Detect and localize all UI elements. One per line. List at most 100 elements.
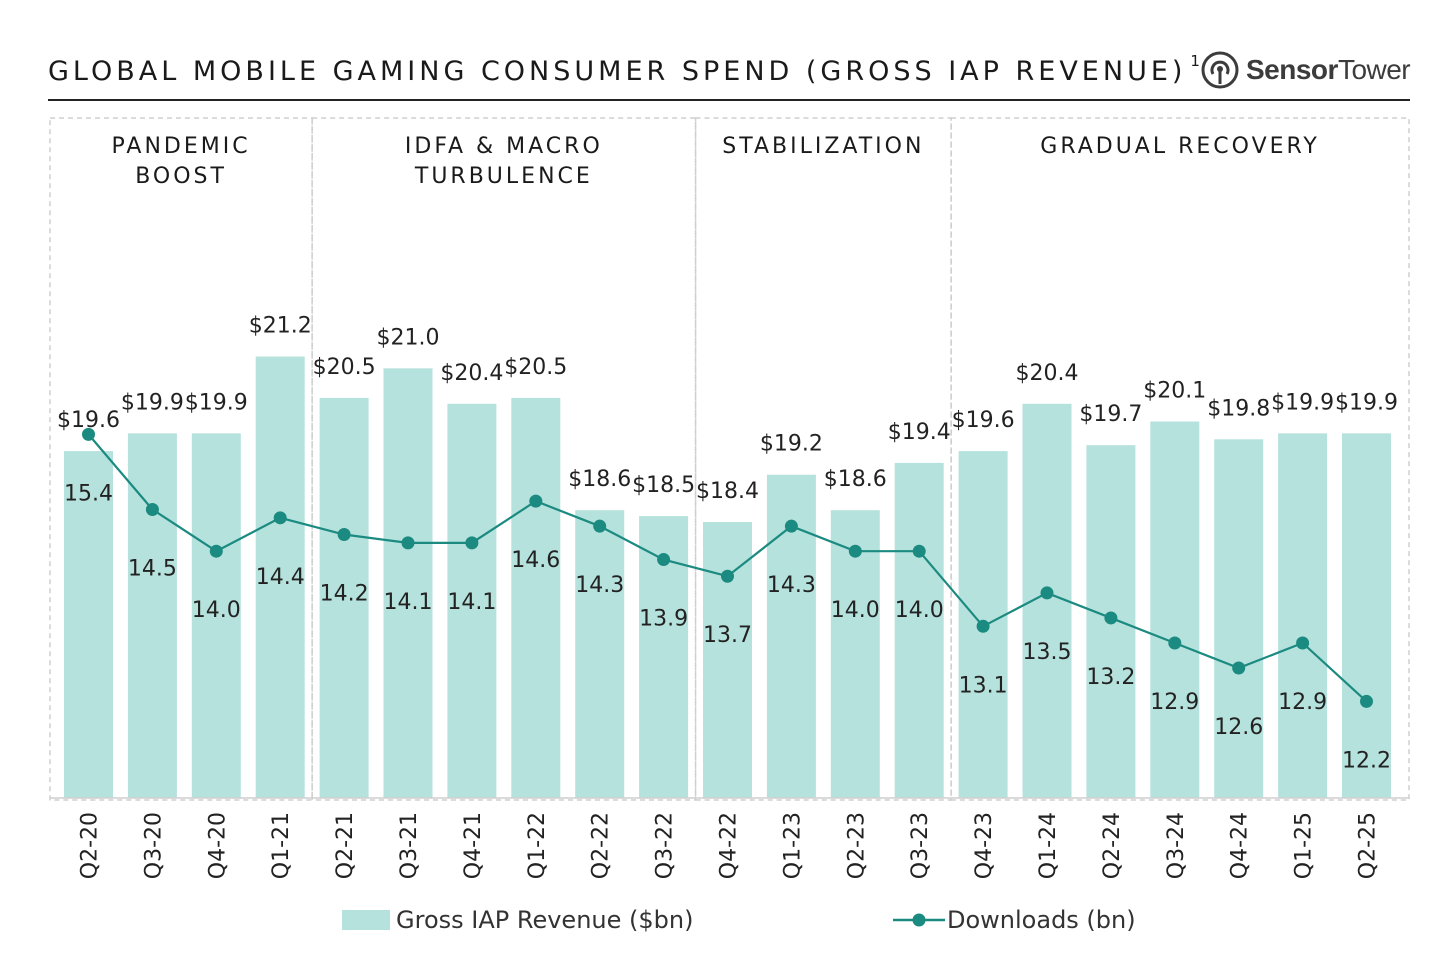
legend-item-downloads: Downloads (bn) [893,902,1136,938]
brand-name: SensorTower [1246,54,1411,86]
downloads-label: 14.0 [831,598,880,623]
revenue-bar [1214,439,1264,798]
downloads-point [529,494,543,508]
revenue-bar-label: $19.2 [760,432,823,457]
x-tick-label: Q4-20 [205,812,230,879]
x-tick-label: Q1-21 [269,812,294,879]
phase-label: TURBULENCE [414,164,593,189]
downloads-label: 14.0 [192,598,241,623]
downloads-label: 13.2 [1086,665,1135,690]
x-tick-label: Q4-21 [461,812,486,879]
revenue-bar-label: $21.2 [249,314,312,339]
downloads-point [784,519,798,533]
revenue-bar-label: $18.5 [632,473,695,498]
downloads-label: 14.3 [575,573,624,598]
revenue-bar-label: $18.6 [568,467,631,492]
revenue-bar-label: $19.7 [1079,402,1142,427]
downloads-label: 14.4 [256,565,305,590]
phase-label: GRADUAL RECOVERY [1040,134,1320,159]
downloads-label: 12.9 [1150,690,1199,715]
revenue-bar-label: $20.5 [504,355,567,380]
phase-label: STABILIZATION [722,134,924,159]
phase-panel [311,117,697,801]
downloads-point [209,544,223,558]
brand-name-bold: Sensor [1246,54,1338,85]
downloads-point [465,536,479,550]
chart-area: PANDEMIC BOOST IDFA & MACRO TURBULENCE STABI… [49,117,1410,879]
downloads-label: 13.7 [703,623,752,648]
revenue-bar [127,433,177,798]
revenue-bar-label: $20.4 [440,361,503,386]
downloads-point [1232,661,1246,675]
x-tick-label: Q2-20 [78,812,103,879]
brand-name-regular: Tower [1337,54,1411,85]
revenue-bar [64,451,113,798]
revenue-bar-label: $19.9 [121,390,184,415]
revenue-bar [1278,433,1328,798]
chart-title-text: GLOBAL MOBILE GAMING CONSUMER SPEND (GRO… [48,56,1187,87]
downloads-label: 15.4 [64,481,113,506]
phase-panel [950,117,1410,801]
downloads-label: 13.9 [639,607,688,632]
downloads-point [848,544,862,558]
revenue-bar [1150,421,1200,798]
downloads-point [1296,636,1310,650]
legend-swatch-bar [342,910,390,930]
x-tick-label: Q3-20 [141,812,166,879]
legend-label-revenue: Gross IAP Revenue ($bn) [396,906,694,934]
x-tick-label: Q3-22 [653,812,678,879]
downloads-label: 14.1 [384,590,433,615]
downloads-point [1168,636,1182,650]
revenue-bar [447,403,497,798]
revenue-bar [894,462,944,798]
x-tick-label: Q2-21 [333,812,358,879]
downloads-point [82,427,95,441]
phase-label: PANDEMIC [112,134,251,159]
downloads-point [593,519,607,533]
revenue-bar-label: $19.6 [952,408,1015,433]
downloads-point [1104,611,1118,625]
x-tick-label: Q3-21 [397,812,422,879]
x-tick-label: Q4-24 [1228,812,1253,879]
phase-panel [49,117,313,801]
revenue-bar-label: $19.9 [1335,390,1398,415]
revenue-bar-label: $19.4 [888,420,951,445]
revenue-bar [191,433,241,798]
downloads-label: 14.1 [447,590,496,615]
revenue-bar-label: $18.6 [824,467,887,492]
legend-swatch-line [893,913,945,927]
downloads-label: 14.2 [320,582,369,607]
downloads-label: 12.9 [1278,690,1327,715]
header: GLOBAL MOBILE GAMING CONSUMER SPEND (GRO… [48,46,1410,102]
title-divider [48,99,1410,101]
x-tick-label: Q2-22 [589,812,614,879]
x-tick-label: Q2-24 [1100,812,1125,879]
revenue-bar [383,368,433,798]
downloads-label: 14.0 [895,598,944,623]
downloads-label: 14.6 [511,548,560,573]
downloads-label: 13.1 [959,673,1008,698]
downloads-label: 13.5 [1023,640,1072,665]
downloads-label: 12.2 [1342,748,1391,773]
title-footnote: 1 [1190,52,1200,70]
revenue-bar-label: $19.9 [1271,390,1334,415]
x-tick-label: Q2-25 [1356,812,1381,879]
downloads-point [145,502,159,516]
x-tick-label: Q2-23 [844,812,869,879]
revenue-bar-label: $20.4 [1016,361,1079,386]
downloads-point [1360,694,1373,708]
downloads-label: 14.3 [767,573,816,598]
revenue-bar-label: $19.9 [185,390,248,415]
brand-logo: SensorTower [1200,48,1411,92]
x-tick-label: Q3-24 [1164,812,1189,879]
revenue-bar-label: $20.5 [313,355,376,380]
downloads-point [657,553,671,567]
x-tick-label: Q1-24 [1036,812,1061,879]
x-tick-label: Q1-25 [1292,812,1317,879]
downloads-point [1040,586,1054,600]
revenue-bar [1342,433,1391,798]
downloads-point [721,569,734,583]
revenue-bar [703,522,752,798]
downloads-point [273,511,287,525]
revenue-bar-label: $21.0 [377,325,440,350]
